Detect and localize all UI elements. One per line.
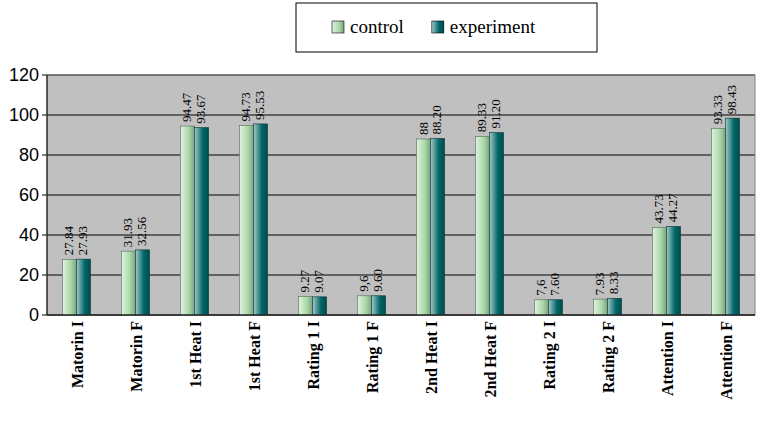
grid-line: [47, 155, 755, 156]
bar: [181, 126, 195, 315]
bar: [417, 139, 431, 315]
x-tick-label: Rating 1 F: [364, 321, 382, 393]
x-tick-label: Attention I: [659, 321, 676, 396]
data-label: 89.33: [475, 103, 490, 132]
y-tick: [42, 115, 47, 116]
legend-box: [296, 3, 597, 52]
data-label: 95.53: [253, 91, 268, 120]
y-tick-label: 0: [29, 305, 39, 325]
bar: [136, 250, 150, 315]
x-axis: [47, 315, 755, 316]
bar: [63, 259, 77, 315]
x-tick-label: Matorin I: [69, 321, 86, 388]
y-tick: [42, 75, 47, 76]
data-label: 27.84: [62, 226, 77, 256]
x-tick-label: 2nd Heat I: [423, 321, 440, 394]
bar: [122, 251, 136, 315]
y-tick: [42, 275, 47, 276]
legend-swatch: [432, 21, 444, 33]
bar: [431, 139, 445, 315]
plot-background: [47, 75, 755, 315]
data-label: 91.20: [489, 99, 504, 128]
bar: [476, 136, 490, 315]
chart: 0 20 40 60 80 100 120 27.8427.93 31.9332.56 94.47…: [0, 0, 763, 432]
data-label: 88: [416, 122, 431, 135]
legend-label: control: [350, 16, 404, 37]
y-tick-label: 120: [9, 65, 39, 85]
x-tick-label: Attention F: [718, 321, 735, 400]
y-tick: [42, 235, 47, 236]
x-tick-label: Rating 2 F: [600, 321, 618, 393]
y-tick-label: 20: [19, 265, 39, 285]
data-label: 93.67: [194, 94, 209, 124]
bar: [653, 228, 667, 315]
grid-line: [47, 195, 755, 196]
data-label: 7.93: [593, 272, 608, 295]
bar: [608, 298, 622, 315]
data-label: 88.20: [430, 105, 445, 134]
data-label: 9,6: [357, 275, 372, 292]
bar: [77, 259, 91, 315]
x-tick-label: 1st Heat I: [187, 321, 204, 388]
bar: [299, 296, 313, 315]
legend-swatch: [332, 21, 344, 33]
data-label: 43.73: [652, 194, 667, 223]
data-label: 7.60: [548, 273, 563, 296]
data-label: 9.07: [312, 270, 327, 293]
x-tick-label: Matorin F: [128, 321, 145, 392]
bar: [195, 128, 209, 315]
data-label: 9.60: [371, 269, 386, 292]
legend: control experiment: [296, 3, 597, 52]
data-label: 94.73: [239, 92, 254, 121]
grid-line: [47, 115, 755, 116]
bar: [726, 118, 740, 315]
data-label: 8.33: [607, 272, 622, 295]
x-tick-label: Rating 1 I: [305, 321, 323, 389]
y-tick: [42, 315, 47, 316]
grid-line: [47, 315, 755, 316]
bar: [490, 133, 504, 315]
data-label: 32.56: [135, 216, 150, 246]
data-label: 9.27: [298, 269, 313, 292]
y-axis: [47, 75, 48, 315]
data-label: 93.33: [711, 95, 726, 124]
bars: [63, 118, 740, 315]
bar: [240, 126, 254, 315]
y-tick-label: 60: [19, 185, 39, 205]
y-tick-label: 80: [19, 145, 39, 165]
x-tick-label: Rating 2 I: [541, 321, 559, 389]
bar: [372, 296, 386, 315]
data-label: 7,6: [534, 279, 549, 296]
bar: [313, 297, 327, 315]
bar: [667, 226, 681, 315]
data-label: 27.93: [76, 226, 91, 255]
x-tick-label: 1st Heat F: [246, 321, 263, 391]
data-label: 98.43: [725, 85, 740, 114]
legend-label: experiment: [450, 16, 536, 37]
data-labels: 27.8427.93 31.9332.56 94.4793.67 94.7395.53…: [62, 85, 740, 296]
data-label: 44.27: [666, 193, 681, 223]
x-tick-label: 2nd Heat F: [482, 321, 499, 398]
y-tick: [42, 155, 47, 156]
data-label: 94.47: [180, 92, 195, 122]
bar: [254, 124, 268, 315]
y-tick-label: 100: [9, 105, 39, 125]
bar: [549, 300, 563, 315]
bar: [594, 299, 608, 315]
grid-line: [47, 275, 755, 276]
data-label: 31.93: [121, 218, 136, 247]
bar: [712, 128, 726, 315]
grid-line: [47, 235, 755, 236]
y-tick: [42, 195, 47, 196]
y-tick-label: 40: [19, 225, 39, 245]
bar: [358, 296, 372, 315]
plot-frame: [47, 75, 755, 315]
bar: [535, 300, 549, 315]
